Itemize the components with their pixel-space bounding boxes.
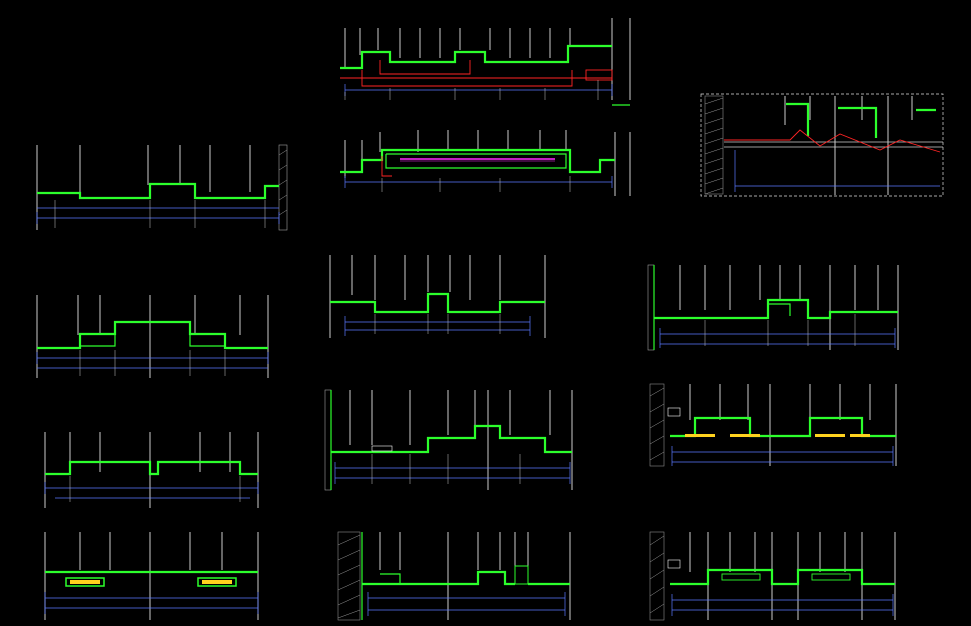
- ceiling-section-5: [36, 295, 269, 378]
- ceiling-section-3: [700, 93, 944, 197]
- ceiling-section-1: [340, 18, 631, 100]
- ceiling-section-13: [649, 531, 896, 621]
- ceiling-section-6: [44, 432, 259, 508]
- ceiling-section-8: [329, 255, 546, 338]
- ceiling-section-12: [649, 383, 897, 467]
- ceiling-section-7: [44, 532, 259, 620]
- ceiling-section-4: [36, 144, 288, 231]
- ceiling-section-9: [324, 389, 573, 491]
- ceiling-section-2: [340, 130, 631, 196]
- ceiling-section-10: [337, 531, 571, 621]
- ceiling-section-11: [647, 264, 899, 351]
